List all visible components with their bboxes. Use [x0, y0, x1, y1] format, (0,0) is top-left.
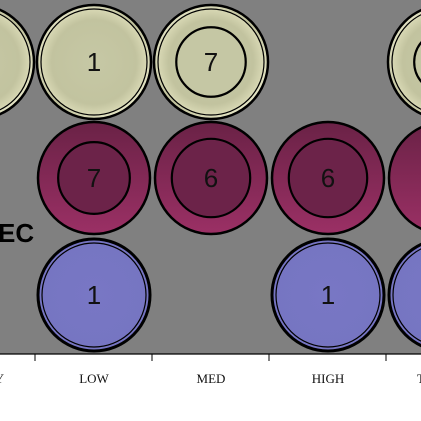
bubble-r1-very-high-inner [413, 40, 421, 84]
bubble-r2-low-inner [57, 141, 131, 215]
bubble-r3-very-high-ring [392, 248, 421, 342]
marks-layer: 1 7 7 6 6 1 1 [0, 3, 421, 353]
bubble-r1-med-inner [175, 26, 247, 98]
bubble-r3-low-ring [41, 242, 147, 348]
bubble-r2-very-high-outer [387, 126, 421, 230]
bubble-r3-low-outer [36, 237, 152, 353]
bubble-r1-med-count-label: 7 [204, 47, 218, 77]
bubble-r3-high: 1 [270, 237, 386, 353]
bubble-r3-low: 1 [36, 237, 152, 353]
bubble-r2-high: 6 [270, 120, 386, 236]
bubble-r1-low-count-label: 1 [87, 47, 101, 77]
bubble-r3-high-count-label: 1 [321, 280, 335, 310]
bubble-r3-very-high-outer [387, 242, 421, 348]
bubble-r2-high-count-label: 6 [321, 163, 335, 193]
bubble-r2-med-count-label: 6 [204, 163, 218, 193]
row-label-ec: EC [0, 218, 34, 248]
bubble-r2-low: 7 [36, 120, 152, 236]
x-tick-label-2: LOW [79, 371, 109, 386]
bubble-r1-low: 1 [35, 3, 153, 121]
bubble-r1-med: 7 [152, 3, 270, 121]
x-axis-ticks: Y LOW MED HIGH T [0, 354, 421, 386]
x-tick-label-3: MED [197, 371, 226, 386]
bubble-r1-very-high [386, 8, 421, 116]
bubble-r3-high-ring [275, 242, 381, 348]
bubble-r2-very-high [387, 126, 421, 230]
bubble-r2-med: 6 [153, 120, 269, 236]
x-tick-label-4: HIGH [312, 371, 345, 386]
x-tick-label-1: Y [0, 371, 5, 386]
x-tick-label-5: T [417, 371, 421, 386]
bubble-r1-very-low-outer [0, 13, 31, 111]
bubble-r2-high-inner [287, 137, 369, 219]
bubble-r1-low-outer [40, 8, 148, 116]
bubble-r3-very-high [387, 242, 421, 348]
bubble-r1-very-high-outer [391, 14, 421, 110]
bubble-r1-very-low [0, 8, 36, 116]
bubble-r2-med-inner [170, 137, 252, 219]
bubble-r2-low-count-label: 7 [87, 163, 101, 193]
bubble-r3-high-outer [270, 237, 386, 353]
bubble-r3-low-count-label: 1 [87, 280, 101, 310]
